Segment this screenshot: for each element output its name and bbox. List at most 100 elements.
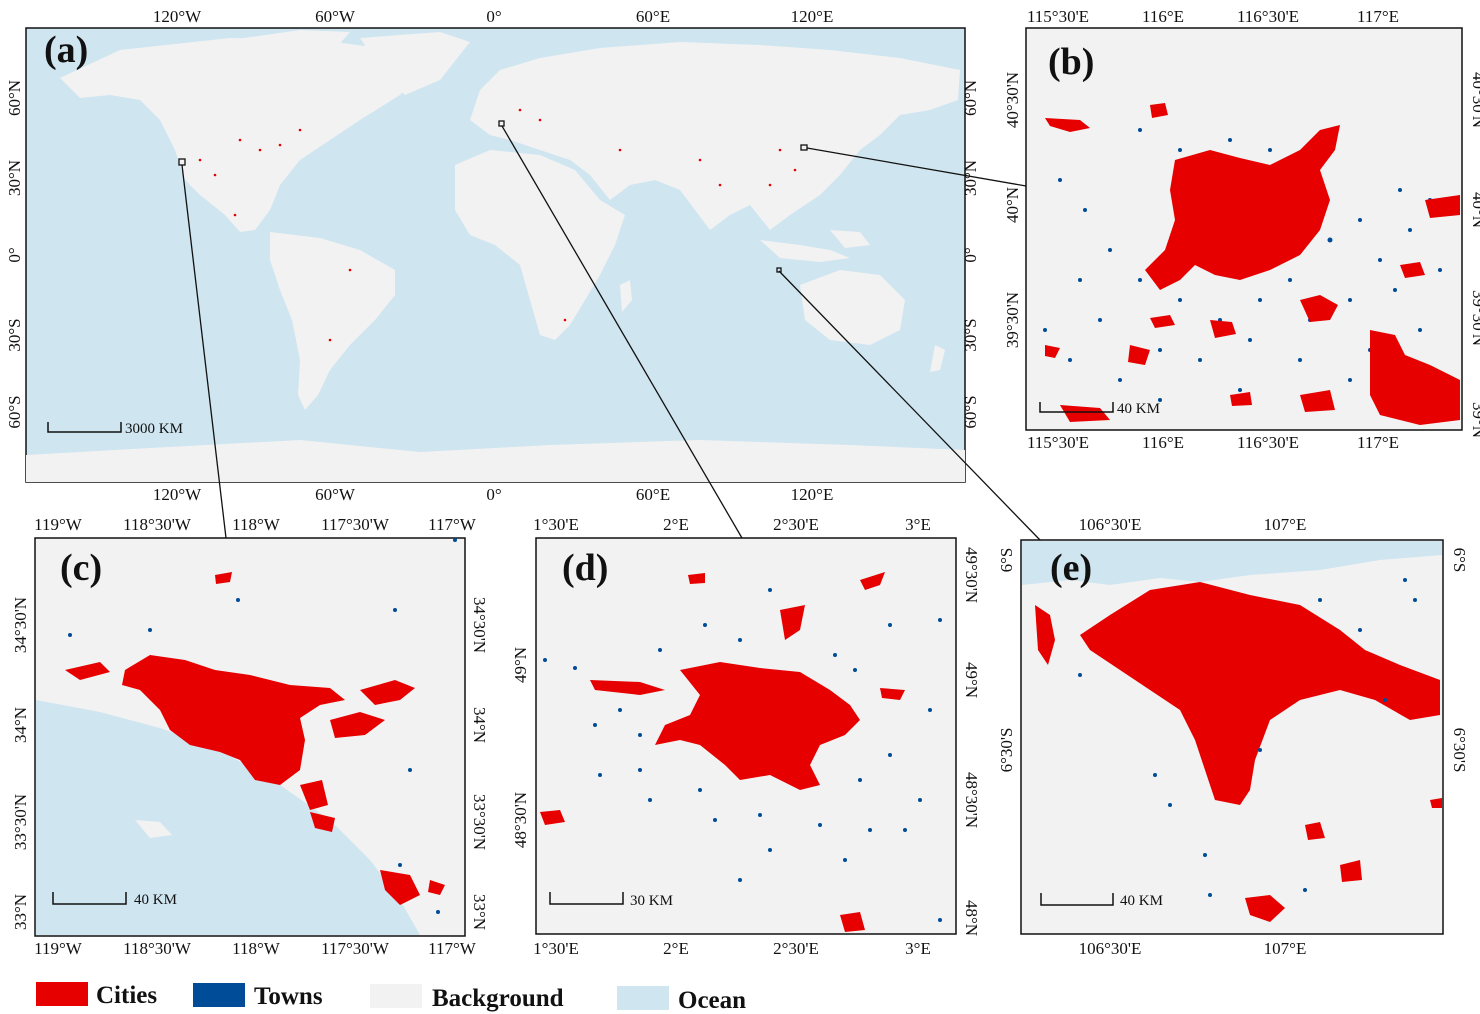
panel-e-bottom-tick: 107°E xyxy=(1264,939,1307,958)
panel-b-top-tick: 115°30'E xyxy=(1027,7,1089,26)
panel-d-left-tick: 48°30'N xyxy=(511,792,530,848)
panel-a-scale-bar xyxy=(47,422,122,433)
panel-b-scale-label: 40 KM xyxy=(1117,401,1160,417)
panel-b-bottom-tick: 116°E xyxy=(1142,433,1184,452)
panel-c-scale-bar xyxy=(52,892,127,905)
panel-b-top-tick: 116°E xyxy=(1142,7,1184,26)
panel-c-top-tick: 118°30'W xyxy=(123,515,192,534)
panel-b-right-tick: 40°N xyxy=(1469,192,1480,228)
panel-d-right-tick: 49°30'N xyxy=(962,547,981,603)
connector-lines xyxy=(181,125,1041,541)
panel-d-bottom-tick: 2°30'E xyxy=(773,939,819,958)
panel-b-left-tick: 40°N xyxy=(1003,187,1022,223)
world-city-dots xyxy=(198,108,797,342)
panel-e: (e) 106°30'E 107°E 106°30'E 107°E 6°S 6°… xyxy=(997,515,1469,958)
panel-a-bottom-tick: 120°W xyxy=(153,485,202,504)
panel-a-left-tick: 30°N xyxy=(5,160,24,196)
panel-d-right-tick: 48°N xyxy=(962,900,981,936)
panel-c-scale-label: 40 KM xyxy=(134,892,177,908)
panel-c-bottom-tick: 117°30'W xyxy=(321,939,390,958)
panel-b-bottom-tick: 117°E xyxy=(1357,433,1399,452)
panel-b-right-tick: 39°N xyxy=(1469,402,1480,438)
panel-c-left-tick: 33°N xyxy=(11,894,30,930)
panel-e-cities xyxy=(1035,582,1442,922)
panel-e-left-tick: 6°S xyxy=(997,548,1016,573)
panel-b: (b) 115°30'E 116°E 116°30'E 117°E 115°30… xyxy=(1003,7,1480,452)
panel-b-top-tick: 116°30'E xyxy=(1237,7,1299,26)
panel-a-left-tick: 60°N xyxy=(5,80,24,116)
panel-d-letter: (d) xyxy=(562,547,608,589)
legend: Cities Towns Background Ocean xyxy=(36,982,746,1014)
panel-c: (c) 119°W 118°30'W 118°W 117°30'W 117°W … xyxy=(11,515,489,958)
panel-d-top-tick: 1°30'E xyxy=(533,515,579,534)
panel-c-bottom-tick: 119°W xyxy=(34,939,83,958)
panel-b-bottom-tick: 115°30'E xyxy=(1027,433,1089,452)
legend-swatch-background xyxy=(370,984,422,1008)
panel-a-top-tick: 120°E xyxy=(791,7,834,26)
panel-c-island xyxy=(135,820,172,838)
panel-d-left-tick: 49°N xyxy=(511,647,530,683)
panel-d-right-tick: 48°30'N xyxy=(962,772,981,828)
panel-b-right-tick: 40°30'N xyxy=(1469,72,1480,128)
panel-c-top-tick: 119°W xyxy=(34,515,83,534)
panel-e-scale-label: 40 KM xyxy=(1120,893,1163,909)
connector-line-d xyxy=(501,125,743,539)
panel-a-left-tick: 0° xyxy=(5,247,24,262)
panel-a-bottom-tick: 0° xyxy=(486,485,501,504)
panel-c-towns xyxy=(68,538,457,914)
legend-swatch-towns xyxy=(193,983,245,1007)
panel-b-top-tick: 117°E xyxy=(1357,7,1399,26)
panel-e-towns xyxy=(1078,578,1417,897)
panel-c-top-tick: 117°30'W xyxy=(321,515,390,534)
panel-a-bottom-tick: 120°E xyxy=(791,485,834,504)
panel-d-top-tick: 2°E xyxy=(663,515,689,534)
panel-a-right-tick: 30°N xyxy=(961,160,980,196)
panel-d: (d) 1°30'E 2°E 2°30'E 3°E 1°30'E 2°E 2°3… xyxy=(511,515,981,958)
legend-label-background: Background xyxy=(432,985,564,1012)
panel-c-top-tick: 118°W xyxy=(232,515,281,534)
location-box-d xyxy=(498,120,505,127)
panel-b-scale-bar xyxy=(1039,402,1114,413)
panel-b-cities xyxy=(1045,103,1460,425)
legend-swatch-ocean xyxy=(617,986,669,1010)
panel-e-bottom-tick: 106°30'E xyxy=(1079,939,1142,958)
panel-c-cities xyxy=(65,572,445,905)
panel-d-bottom-tick: 2°E xyxy=(663,939,689,958)
panel-a-bottom-tick: 60°W xyxy=(315,485,356,504)
panel-d-bottom-tick: 3°E xyxy=(905,939,931,958)
panel-d-scale-label: 30 KM xyxy=(630,893,673,909)
panel-c-letter: (c) xyxy=(60,547,102,589)
location-box-b xyxy=(800,144,808,151)
panel-d-towns xyxy=(543,588,942,922)
panel-d-right-tick: 49°N xyxy=(962,662,981,698)
panel-e-top-tick: 106°30'E xyxy=(1079,515,1142,534)
panel-a-bottom-tick: 60°E xyxy=(636,485,670,504)
panel-c-right-tick: 33°N xyxy=(470,894,489,930)
panel-c-bottom-tick: 117°W xyxy=(428,939,477,958)
panel-b-left-tick: 39°30'N xyxy=(1003,292,1022,348)
panel-a-left-tick: 60°S xyxy=(5,395,24,428)
panel-a-left-tick: 30°S xyxy=(5,318,24,351)
panel-d-bottom-tick: 1°30'E xyxy=(533,939,579,958)
panel-e-letter: (e) xyxy=(1050,547,1092,589)
panel-d-cities xyxy=(540,572,905,932)
panel-a-right-tick: 30°S xyxy=(961,318,980,351)
panel-e-left-tick: 6°30'S xyxy=(997,728,1016,773)
panel-a-right-tick: 0° xyxy=(961,247,980,262)
panel-d-scale-bar xyxy=(549,892,624,905)
legend-label-ocean: Ocean xyxy=(678,987,746,1014)
panel-e-right-tick: 6°S xyxy=(1450,548,1469,573)
legend-label-towns: Towns xyxy=(254,983,323,1010)
panel-e-right-tick: 6°30'S xyxy=(1450,728,1469,773)
world-landmass xyxy=(26,30,965,482)
legend-label-cities: Cities xyxy=(96,982,157,1009)
panel-c-left-tick: 34°N xyxy=(11,707,30,743)
location-box-e xyxy=(776,267,782,273)
panel-c-right-tick: 33°30'N xyxy=(470,794,489,850)
connector-line-e xyxy=(778,270,1041,541)
panel-e-scale-bar xyxy=(1040,893,1114,906)
legend-swatch-cities xyxy=(36,982,88,1006)
panel-e-ocean xyxy=(1022,541,1442,585)
panel-d-top-tick: 2°30'E xyxy=(773,515,819,534)
